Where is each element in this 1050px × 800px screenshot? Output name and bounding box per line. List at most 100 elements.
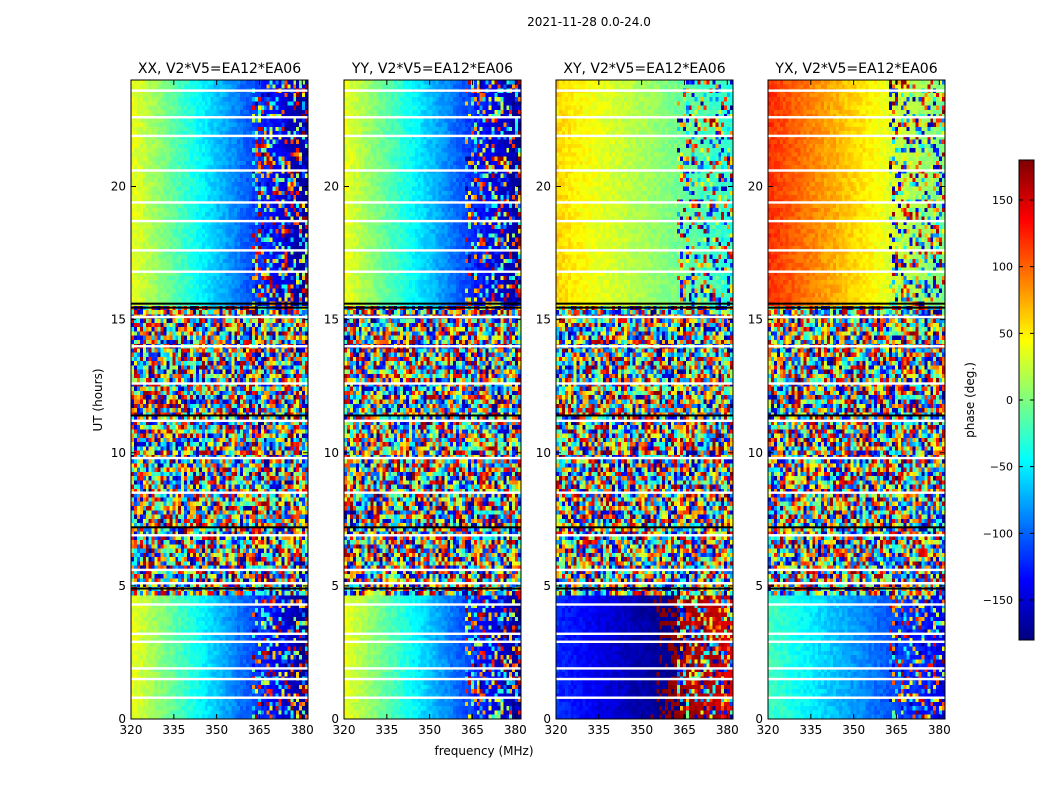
panel-title: YX, V2*V5=EA12*EA06 — [774, 61, 937, 77]
gap-line-white — [556, 249, 733, 252]
gap-line-black — [556, 587, 733, 590]
gap-line-white — [768, 632, 945, 635]
y-tick-label: 15 — [324, 313, 339, 327]
gap-line-white — [131, 249, 308, 252]
gap-line-black — [556, 302, 733, 305]
x-tick-label: 365 — [248, 723, 271, 737]
gap-line-white — [768, 419, 945, 422]
gap-line-white — [768, 603, 945, 606]
panel-1: XX, V2*V5=EA12*EA06 320 335 350 365 380 0 5 10 15… — [111, 61, 314, 737]
gap-line-white — [768, 315, 945, 319]
gap-line-white — [131, 677, 308, 681]
panel-title: XY, V2*V5=EA12*EA06 — [563, 61, 725, 77]
y-tick-label: 15 — [748, 313, 763, 327]
heatmap-image — [556, 80, 733, 719]
gap-line-white — [131, 640, 308, 643]
gap-line-white — [768, 534, 945, 537]
gap-line-white — [556, 116, 733, 119]
gap-line-white — [344, 134, 521, 138]
gap-line-white — [131, 696, 308, 699]
y-tick-label: 0 — [331, 712, 339, 726]
x-tick-label: 320 — [757, 723, 780, 737]
gap-line-white — [131, 534, 308, 537]
gap-line-white — [131, 582, 308, 585]
colorbar-tick-label: 0 — [1006, 394, 1013, 407]
gap-line-white — [768, 169, 945, 172]
y-tick-label: 20 — [111, 180, 126, 194]
gap-line-white — [131, 270, 308, 273]
gap-line-black — [344, 302, 521, 305]
gap-line-white — [344, 345, 521, 348]
gap-line-white — [556, 201, 733, 204]
x-tick-label: 380 — [504, 723, 527, 737]
gap-line-black — [344, 306, 521, 309]
y-tick-label: 20 — [748, 180, 763, 194]
gap-line-white — [131, 201, 308, 204]
gap-line-white — [768, 568, 945, 572]
colorbar: 150 100 50 0 −50 −100 −150 — [983, 159, 1035, 641]
gap-line-white — [344, 603, 521, 606]
gap-line-black — [344, 587, 521, 590]
gap-line-white — [556, 534, 733, 537]
gap-line-black — [768, 526, 945, 529]
gap-line-white — [344, 640, 521, 643]
gap-line-white — [556, 696, 733, 699]
gap-line-white — [131, 382, 308, 385]
gap-line-white — [556, 491, 733, 494]
gap-line-white — [556, 345, 733, 348]
colorbar-tick-label: 50 — [999, 327, 1013, 340]
gap-line-white — [556, 456, 733, 460]
gap-line-white — [556, 640, 733, 643]
x-tick-label: 350 — [205, 723, 228, 737]
y-tick-label: 0 — [118, 712, 126, 726]
x-tick-label: 320 — [333, 723, 356, 737]
panel-4: YX, V2*V5=EA12*EA06 320 335 350 365 380 0 5 10 15… — [748, 61, 951, 737]
gap-line-white — [556, 603, 733, 606]
gap-line-white — [131, 491, 308, 494]
gap-line-white — [131, 169, 308, 172]
gap-line-white — [131, 456, 308, 460]
gap-line-white — [768, 696, 945, 699]
gap-line-white — [344, 419, 521, 422]
gap-line-white — [556, 219, 733, 223]
gap-line-black — [768, 302, 945, 305]
gap-line-black — [131, 587, 308, 590]
x-tick-label: 350 — [418, 723, 441, 737]
gap-line-white — [344, 116, 521, 119]
gap-line-black — [344, 526, 521, 529]
x-tick-label: 365 — [673, 723, 696, 737]
gap-line-white — [344, 582, 521, 585]
gap-line-white — [131, 219, 308, 223]
gap-line-white — [556, 632, 733, 635]
gap-line-black — [131, 302, 308, 305]
colorbar-tick-label: 150 — [992, 194, 1013, 207]
heatmap-panels: XX, V2*V5=EA12*EA06 320 335 350 365 380 0 5 10 15… — [111, 61, 951, 737]
heatmap-image — [131, 80, 308, 719]
x-tick-label: 320 — [545, 723, 568, 737]
gap-line-white — [768, 667, 945, 670]
panel-frame — [555, 79, 734, 720]
gap-line-white — [768, 640, 945, 643]
gap-line-white — [131, 116, 308, 119]
gap-line-white — [344, 382, 521, 385]
gap-line-white — [556, 134, 733, 138]
gap-line-black — [556, 414, 733, 417]
colorbar-gradient — [1019, 160, 1034, 640]
x-tick-label: 350 — [630, 723, 653, 737]
gap-line-white — [556, 270, 733, 273]
x-tick-label: 380 — [716, 723, 739, 737]
y-tick-label: 5 — [118, 579, 126, 593]
gap-line-white — [768, 382, 945, 385]
gap-line-black — [768, 587, 945, 590]
gap-line-white — [344, 696, 521, 699]
gap-line-black — [556, 306, 733, 309]
gap-line-white — [344, 491, 521, 494]
y-tick-label: 20 — [324, 180, 339, 194]
gap-line-white — [768, 345, 945, 348]
gap-line-white — [344, 249, 521, 252]
figure-suptitle: 2021-11-28 0.0-24.0 — [527, 15, 651, 29]
colorbar-tick-label: −50 — [990, 461, 1013, 474]
gap-line-white — [344, 315, 521, 319]
y-tick-label: 15 — [111, 313, 126, 327]
